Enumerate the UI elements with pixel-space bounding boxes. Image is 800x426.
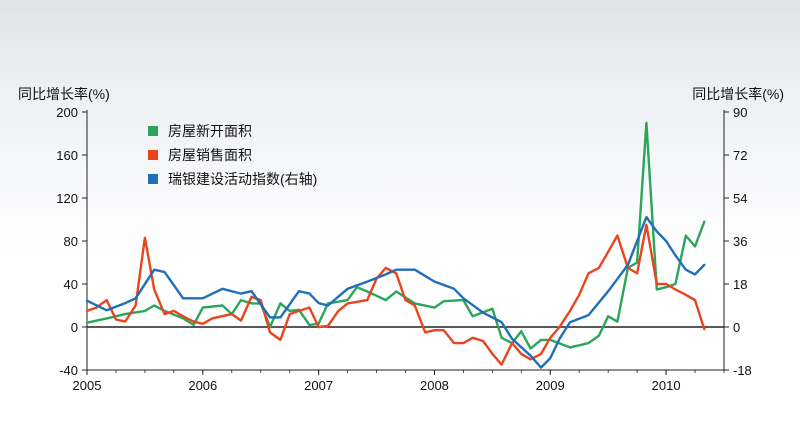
legend-marker-ubs-construction-index (148, 174, 158, 184)
x-tick-label: 2009 (536, 378, 565, 393)
plot-area (85, 121, 724, 369)
left-tick-label: 0 (71, 320, 78, 335)
series-line-ubs-construction-index (85, 215, 706, 369)
x-tick-label: 2010 (652, 378, 681, 393)
legend-label-housing-sales: 房屋销售面积 (168, 147, 252, 163)
legend-label-ubs-construction-index: 瑞银建设活动指数(右轴) (168, 171, 317, 187)
left-tick-label: 40 (64, 277, 78, 292)
right-tick-label: 90 (733, 105, 747, 120)
x-axis: 2005 2006 2007 2008 2009 2010 (73, 369, 725, 393)
left-tick-label: 200 (56, 105, 78, 120)
x-tick-label: 2007 (304, 378, 333, 393)
left-tick-label: -40 (59, 363, 78, 378)
x-tick-label: 2006 (188, 378, 217, 393)
series-line-housing-starts (85, 121, 706, 350)
series-line-housing-sales (85, 223, 706, 366)
left-axis: 同比增长率(%) 200 160 120 80 40 0 -40 (18, 86, 110, 378)
right-tick-label: -18 (733, 363, 752, 378)
legend-marker-housing-sales (148, 150, 158, 160)
right-tick-label: 0 (733, 320, 740, 335)
right-tick-label: 54 (733, 191, 747, 206)
right-tick-label: 72 (733, 148, 747, 163)
legend-label-housing-starts: 房屋新开面积 (168, 123, 252, 139)
right-axis: 同比增长率(%) 90 72 54 36 18 0 -18 (692, 86, 784, 378)
left-tick-label: 160 (56, 148, 78, 163)
legend: 房屋新开面积 房屋销售面积 瑞银建设活动指数(右轴) (148, 123, 317, 187)
left-axis-title: 同比增长率(%) (18, 86, 110, 102)
legend-marker-housing-starts (148, 126, 158, 136)
right-tick-label: 18 (733, 277, 747, 292)
x-tick-label: 2008 (420, 378, 449, 393)
x-tick-label: 2005 (73, 378, 102, 393)
left-tick-label: 80 (64, 234, 78, 249)
right-tick-label: 36 (733, 234, 747, 249)
right-axis-title: 同比增长率(%) (692, 86, 784, 102)
left-tick-label: 120 (56, 191, 78, 206)
